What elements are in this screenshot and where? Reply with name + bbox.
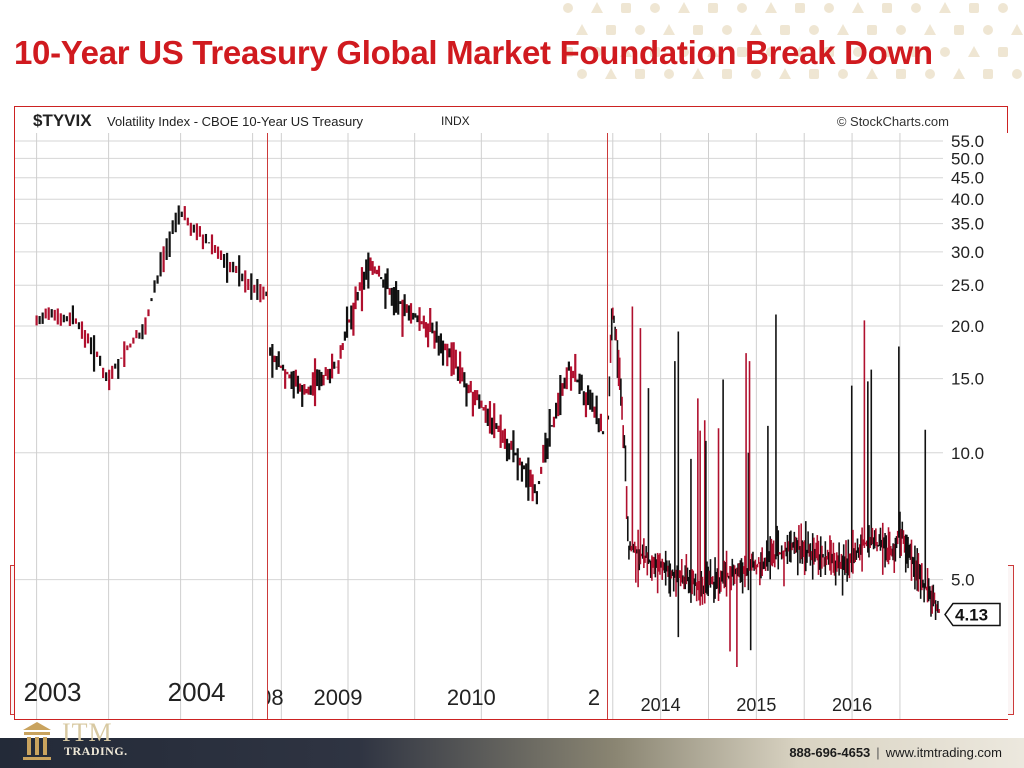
- y-tick-label: 40.0: [951, 190, 984, 209]
- chart-description: Volatility Index - CBOE 10-Year US Treas…: [107, 114, 364, 129]
- chart-panel-2008-2010: 08 2009 2010 2: [267, 133, 608, 719]
- x-tick-label: 2003: [24, 677, 82, 707]
- x-tick-label: 2009: [314, 685, 363, 710]
- chart-frame: $TYVIX Volatility Index - CBOE 10-Year U…: [14, 106, 1008, 720]
- contact-separator: |: [876, 745, 880, 760]
- logo-itm-text: ITM: [62, 718, 113, 747]
- phone-number: 888-696-4653: [789, 745, 871, 760]
- chart-exchange: INDX: [441, 114, 470, 128]
- x-tick-label: 2010: [447, 685, 496, 710]
- x-tick-label: 2014: [641, 695, 681, 715]
- y-tick-label: 30.0: [951, 243, 984, 262]
- grid-lines: [268, 133, 608, 719]
- y-tick-label: 10.0: [951, 444, 984, 463]
- chart-panel-2003-2004: 2003 2004: [15, 133, 267, 719]
- grid-lines: [15, 133, 267, 719]
- x-tick-label: 2: [588, 685, 600, 710]
- chart-header: $TYVIX Volatility Index - CBOE 10-Year U…: [15, 107, 1007, 134]
- column-logo-icon: [23, 722, 51, 760]
- x-tick-label: 08: [268, 685, 284, 710]
- footer-bar: [0, 738, 1024, 768]
- y-tick-label: 55.0: [951, 133, 984, 151]
- y-tick-label: 35.0: [951, 215, 984, 234]
- website-link[interactable]: www.itmtrading.com: [885, 745, 1002, 760]
- x-tick-label: 2015: [736, 695, 776, 715]
- chart-ticker: $TYVIX: [33, 111, 92, 130]
- last-value-label: 4.13: [955, 606, 988, 625]
- y-tick-label: 25.0: [951, 276, 984, 295]
- y-axis: 5.0 10.0 15.0 20.0 25.0 30.0 35.0 40.0 45.050.05…: [944, 133, 1001, 627]
- slide-title: 10-Year US Treasury Global Market Founda…: [14, 34, 933, 71]
- itm-logo: ITM TRADING.: [20, 716, 160, 768]
- y-tick-label: 5.0: [951, 571, 975, 590]
- y-tick-label: 50.0: [951, 149, 984, 168]
- contact-info: 888-696-4653 | www.itmtrading.com: [789, 745, 1002, 760]
- price-bars: [269, 252, 605, 505]
- price-bars: [608, 306, 940, 668]
- y-tick-label: 15.0: [951, 370, 984, 389]
- decorative-pattern: [563, 2, 1023, 79]
- chart-panel-2013-2016: 2014 2015 2016 5.0 10.0 15.0 20.0 25.0 30.0 35.0 4…: [607, 133, 1008, 719]
- price-bars: [35, 205, 267, 391]
- x-tick-label: 2004: [168, 677, 226, 707]
- y-tick-label: 20.0: [951, 317, 984, 336]
- x-tick-label: 2016: [832, 695, 872, 715]
- y-tick-label: 45.0: [951, 169, 984, 188]
- logo-trading-text: TRADING.: [64, 744, 128, 758]
- last-value-marker: [944, 602, 1001, 627]
- chart-source: © StockCharts.com: [836, 114, 949, 129]
